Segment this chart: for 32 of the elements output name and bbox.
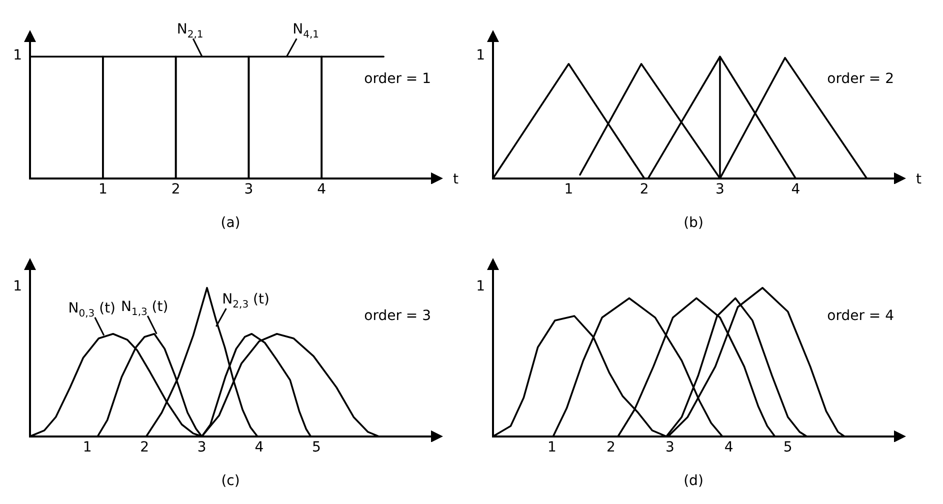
x-tick-label: 1 [82, 439, 92, 456]
text: 1 [13, 278, 22, 294]
text: (b) [684, 215, 704, 232]
annotation: order = 2 [827, 70, 894, 87]
x-tick-label: 4 [724, 439, 734, 456]
x-tick-label: 3 [197, 439, 206, 456]
text: 1 [13, 47, 22, 64]
x-tick-label: 5 [312, 439, 321, 456]
x-tick-label: 1 [564, 181, 574, 198]
annotation: order = 1 [364, 70, 432, 87]
x-tick-label: 2 [171, 181, 180, 198]
text: (c) [221, 473, 240, 490]
x-tick-label: 3 [244, 181, 254, 198]
x-tick-label: 3 [665, 439, 674, 456]
x-tick-label: 4 [254, 439, 264, 456]
annotation: order = 4 [827, 308, 894, 324]
x-axis-title: t [453, 171, 459, 188]
x-axis-title: t [916, 171, 922, 188]
x-tick-label: 2 [640, 181, 649, 198]
text: 1 [476, 278, 486, 294]
x-tick-label: 3 [716, 181, 724, 198]
x-tick-label: 5 [783, 439, 792, 456]
x-tick-label: 4 [791, 181, 800, 198]
x-tick-label: 1 [548, 439, 556, 456]
annotation: order = 3 [364, 308, 432, 324]
text: (a) [220, 215, 240, 232]
x-tick-label: 1 [98, 181, 108, 198]
text: 1 [476, 47, 486, 64]
x-tick-label: 2 [140, 439, 150, 456]
text: (d) [684, 473, 704, 490]
x-tick-label: 2 [606, 439, 616, 456]
x-tick-label: 4 [317, 181, 326, 198]
